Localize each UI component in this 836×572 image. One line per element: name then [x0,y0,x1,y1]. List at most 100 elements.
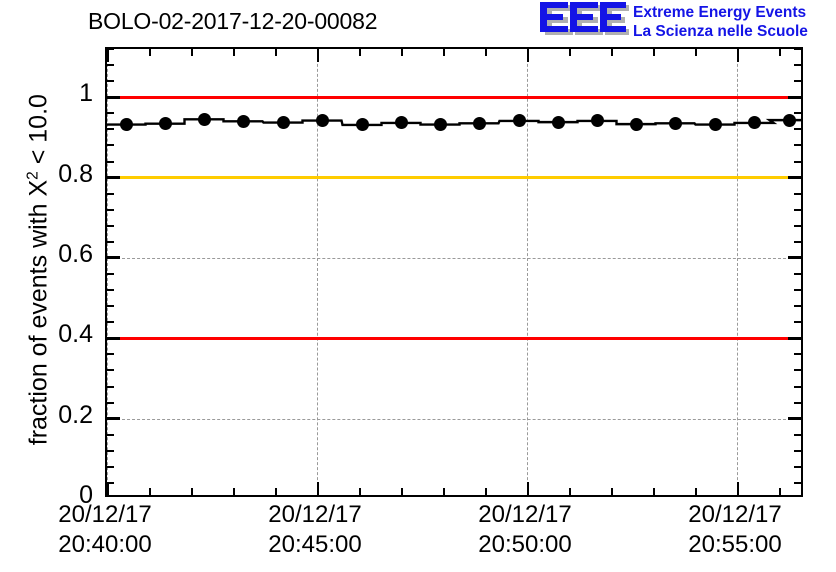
y-axis-tick [794,64,801,67]
x-axis-tick [611,49,613,56]
y-axis-tick [107,336,120,340]
data-point-marker [119,118,133,132]
x-axis-tick [653,488,655,495]
x-axis-tick [149,49,151,56]
data-point-marker [276,116,290,130]
y-axis-tick [794,208,801,211]
y-axis-tick [794,481,801,484]
y-axis-tick-labels: 0 0.2 0.4 0.6 0.8 1 [0,47,99,509]
data-point-marker [668,116,682,130]
x-axis-tick [569,488,571,495]
x-axis-tick [275,488,277,495]
y-axis-tick [107,385,114,388]
x-axis-tick [485,49,487,56]
y-axis-tick-label: 1 [79,79,93,108]
x-tick-time: 20:50:00 [478,531,572,558]
data-point-marker [394,116,408,130]
y-axis-tick [107,176,120,180]
y-axis-tick [794,401,801,404]
y-axis-tick [794,449,801,452]
logo-line-1: Extreme Energy Events [633,4,807,21]
data-point-marker [590,114,604,128]
y-axis-tick [794,112,801,115]
y-axis-tick [107,144,114,147]
y-axis-tick [794,49,801,50]
x-axis-tick [485,488,487,495]
y-axis-tick [788,417,801,421]
plot-frame [105,47,803,497]
y-axis-tick [794,224,801,227]
x-axis-tick-labels: 20/12/17 20:40:00 20/12/17 20:45:00 20/12/17… [0,500,836,570]
x-tick-date: 20/12/17 [478,501,572,528]
y-axis-tick [107,369,114,372]
eee-logo-text: Extreme Energy Events La Scienza nelle S… [633,3,808,41]
x-tick-time: 20:55:00 [688,531,782,558]
data-point-marker [747,116,761,130]
y-axis-tick [107,305,114,308]
data-series-line [107,118,801,127]
y-axis-tick [794,385,801,388]
y-axis-tick [107,240,114,243]
y-axis-tick [794,160,801,163]
data-point-marker [512,114,526,128]
x-axis-tick [317,49,319,62]
data-point-marker [782,113,796,127]
x-axis-tick [779,488,781,495]
x-tick-date: 20/12/17 [688,501,782,528]
data-point-marker [433,118,447,132]
x-axis-tick-label: 20/12/17 20:55:00 [650,500,820,560]
x-axis-tick-label: 20/12/17 20:45:00 [230,500,400,560]
y-axis-tick [794,369,801,372]
y-axis-tick [107,49,114,50]
y-axis-tick [107,160,114,163]
y-axis-tick [107,417,120,421]
y-axis-tick [107,128,114,131]
y-axis-tick [794,192,801,195]
y-axis-tick-label: 0.6 [58,239,93,268]
y-axis-tick [788,256,801,260]
y-axis-tick [107,273,114,275]
y-axis-tick-label: 0.4 [58,320,93,349]
x-axis-tick [401,488,403,495]
y-axis-tick [794,321,801,324]
x-axis-tick [611,488,613,495]
x-tick-time: 20:40:00 [58,531,152,558]
y-axis-tick [107,80,114,83]
y-axis-tick-label: 0 [79,481,93,509]
y-axis-tick [788,336,801,340]
y-axis-tick [107,64,114,67]
y-axis-tick [107,465,114,468]
y-axis-tick [788,95,801,99]
x-axis-tick [191,488,193,495]
x-axis-tick [233,488,235,495]
x-axis-tick [107,482,109,495]
x-axis-tick-label: 20/12/17 20:50:00 [440,500,610,560]
data-point-marker [472,116,486,130]
series-polyline [107,118,801,127]
x-axis-tick [275,49,277,56]
y-axis-tick [794,353,801,356]
x-axis-tick [107,49,109,62]
x-axis-tick [149,488,151,495]
x-tick-date: 20/12/17 [58,501,152,528]
y-axis-tick [794,128,801,131]
x-axis-tick [359,49,361,56]
data-point-marker [236,114,250,128]
x-axis-tick [653,49,655,56]
x-tick-date: 20/12/17 [268,501,362,528]
y-axis-tick [107,401,114,404]
y-axis-tick [794,433,801,436]
data-series-markers [107,49,801,495]
y-axis-tick [788,176,801,180]
data-point-marker [315,114,329,128]
upper-red-threshold [107,95,801,99]
eee-logo: Extreme Energy Events La Scienza nelle S… [537,2,833,46]
y-axis-tick [107,192,114,195]
logo-line-2: La Scienza nelle Scuole [633,23,808,40]
y-axis-tick [794,465,801,468]
y-axis-tick [107,112,114,115]
y-axis-tick [107,256,120,260]
data-point-marker [197,112,211,126]
y-axis-tick [794,273,801,275]
data-point-marker [158,117,172,131]
